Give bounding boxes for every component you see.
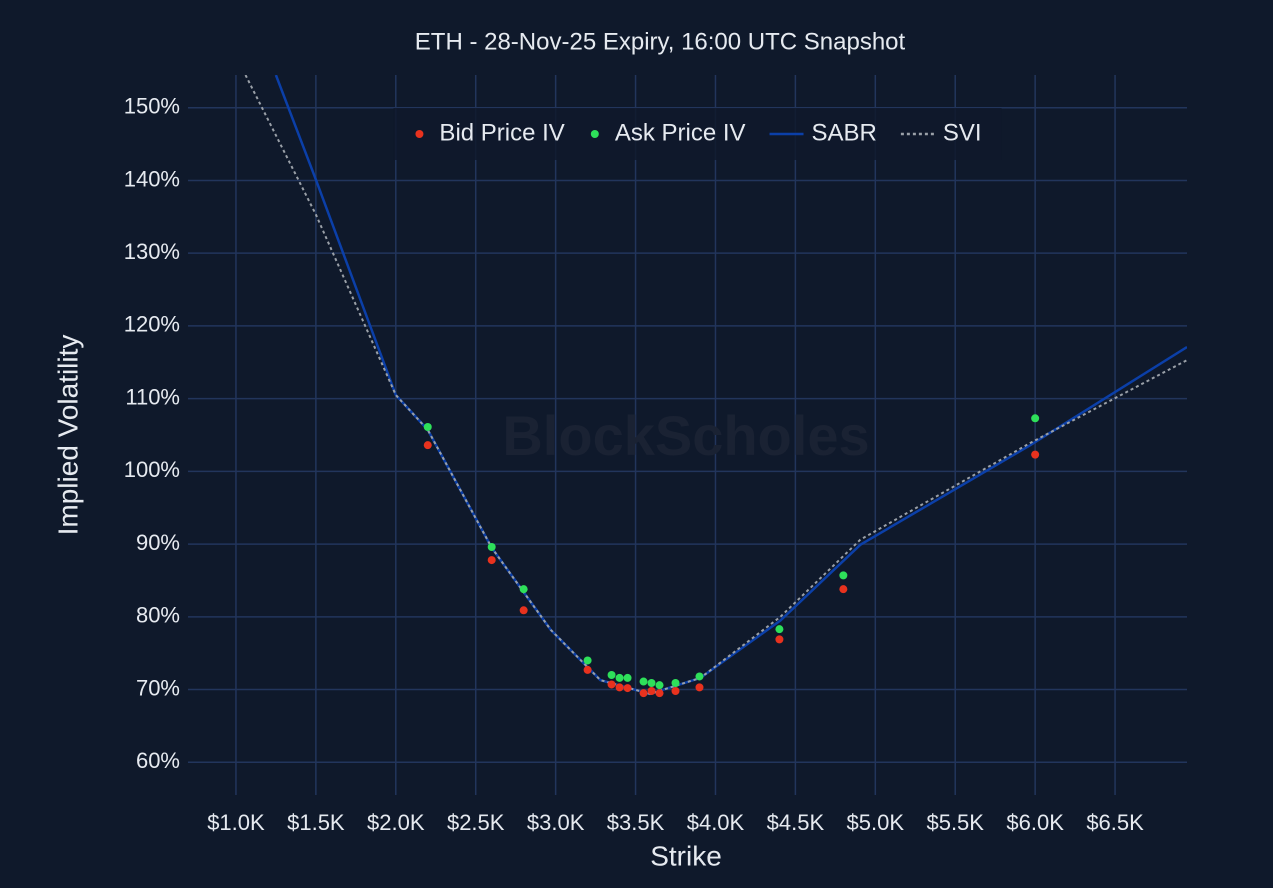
legend-label: Bid Price IV xyxy=(439,119,564,146)
y-tick-label: 110% xyxy=(125,384,180,409)
legend: Bid Price IV Ask Price IV SABR SVI xyxy=(393,108,1002,160)
point xyxy=(487,556,496,565)
y-tick-label: 150% xyxy=(124,94,180,119)
point xyxy=(695,672,704,681)
point xyxy=(647,687,656,695)
x-tick-label: $3.0K xyxy=(527,810,585,835)
y-tick-label: 90% xyxy=(136,530,180,555)
y-tick-label: 80% xyxy=(136,603,180,628)
point xyxy=(583,665,592,674)
x-tick-label: $4.5K xyxy=(767,810,825,835)
point xyxy=(655,681,664,690)
x-tick-label: $2.0K xyxy=(367,810,425,835)
point xyxy=(623,673,632,682)
legend-item[interactable]: SABR xyxy=(769,119,877,146)
x-tick-label: $6.5K xyxy=(1086,810,1144,835)
y-axis-label: Implied Volatility xyxy=(52,335,83,536)
legend-item[interactable]: SVI xyxy=(900,119,982,146)
point xyxy=(839,585,848,594)
y-tick-label: 70% xyxy=(136,675,180,700)
x-tick-label: $1.5K xyxy=(287,810,345,835)
curve xyxy=(244,75,1187,695)
y-tick-label: 140% xyxy=(124,166,180,191)
x-tick-label: $6.0K xyxy=(1006,810,1064,835)
plot-area xyxy=(244,75,1187,698)
point xyxy=(583,656,592,665)
legend-label: SABR xyxy=(812,119,877,146)
legend-label: SVI xyxy=(943,119,982,146)
point xyxy=(775,625,784,634)
point xyxy=(607,671,616,679)
y-tick-label: 120% xyxy=(124,312,180,337)
y-tick-label: 60% xyxy=(136,748,180,773)
curve xyxy=(274,75,1187,696)
point xyxy=(623,684,632,693)
x-tick-label: $5.0K xyxy=(847,810,905,835)
point xyxy=(647,679,656,687)
grid xyxy=(188,75,1187,795)
chart-title: ETH - 28-Nov-25 Expiry, 16:00 UTC Snapsh… xyxy=(415,28,906,55)
x-tick-label: $5.5K xyxy=(926,810,984,835)
point xyxy=(639,677,648,686)
point xyxy=(695,683,704,692)
legend-swatch xyxy=(590,130,599,138)
legend-background xyxy=(393,108,1002,160)
point xyxy=(671,679,680,687)
point xyxy=(423,441,432,450)
point xyxy=(615,683,624,692)
legend-label: Ask Price IV xyxy=(615,119,746,146)
legend-item[interactable]: Bid Price IV xyxy=(415,119,565,146)
point xyxy=(1031,450,1040,459)
point xyxy=(671,687,680,695)
point xyxy=(423,423,432,431)
x-tick-label: $3.5K xyxy=(607,810,665,835)
point xyxy=(487,543,496,551)
watermark: BlockScholes xyxy=(502,404,869,467)
point xyxy=(775,635,784,644)
point xyxy=(1031,414,1040,423)
point xyxy=(639,689,648,698)
point xyxy=(655,689,664,698)
y-tick-label: 130% xyxy=(124,239,180,264)
point xyxy=(519,606,528,615)
legend-swatch xyxy=(415,130,424,138)
point xyxy=(615,673,624,682)
x-axis-label: Strike xyxy=(650,840,722,871)
point xyxy=(519,585,528,594)
point xyxy=(607,680,616,689)
y-tick-label: 100% xyxy=(124,457,180,482)
x-tick-label: $2.5K xyxy=(447,810,505,835)
legend-item[interactable]: Ask Price IV xyxy=(590,119,746,146)
x-tick-label: $4.0K xyxy=(687,810,745,835)
x-tick-label: $1.0K xyxy=(207,810,265,835)
point xyxy=(839,571,848,580)
